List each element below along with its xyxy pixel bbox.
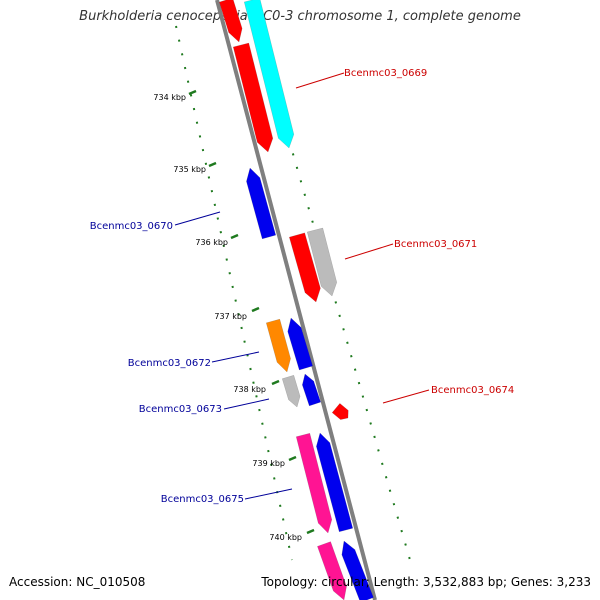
gene-label[interactable]: Bcenmc03_0671 — [394, 239, 477, 250]
gene-red-0671[interactable] — [288, 232, 321, 303]
gene-label[interactable]: Bcenmc03_0673 — [139, 404, 222, 415]
gene-pink-0675[interactable] — [295, 432, 333, 534]
gene-label-leader — [244, 488, 293, 500]
scale-tick-label: 740 kbp — [269, 533, 302, 542]
scale-tick-label: 735 kbp — [173, 165, 206, 174]
gene-red-a[interactable] — [219, 0, 243, 43]
gene-pink-b[interactable] — [317, 541, 347, 600]
scale-tick-label: 737 kbp — [214, 312, 247, 321]
accession-text: Accession: NC_010508 — [9, 575, 146, 589]
gene-blue-b[interactable] — [341, 540, 374, 600]
gene-red-b[interactable] — [232, 42, 274, 153]
gene-orange-0672[interactable] — [265, 318, 291, 373]
gene-blue-0673[interactable] — [302, 373, 322, 407]
gene-gray-0671[interactable] — [306, 227, 338, 297]
gene-label-leader — [344, 243, 394, 260]
scale-tick — [208, 161, 217, 168]
gene-label-leader — [382, 389, 430, 404]
gene-label-leader — [223, 398, 270, 410]
scale-tick — [271, 379, 280, 386]
gene-label-leader — [174, 211, 221, 226]
gene-label[interactable]: Bcenmc03_0675 — [161, 494, 244, 505]
topology-text: Topology: circular; Length: 3,532,883 bp… — [261, 575, 591, 589]
map-title: Burkholderia cenocepacia MC0-3 chromosom… — [79, 9, 521, 24]
gene-label[interactable]: Bcenmc03_0669 — [344, 68, 427, 79]
gene-blue-0670[interactable] — [246, 167, 277, 240]
gene-label[interactable]: Bcenmc03_0672 — [128, 358, 211, 369]
scale-tick — [288, 455, 297, 462]
gene-gray-0673[interactable] — [281, 374, 301, 408]
gene-label[interactable]: Bcenmc03_0670 — [90, 221, 173, 232]
gene-label[interactable]: Bcenmc03_0674 — [431, 385, 514, 396]
chromosome-backbone — [215, 0, 377, 600]
gene-red-0674[interactable] — [331, 403, 349, 420]
gene-cyan-a[interactable] — [243, 0, 295, 149]
scale-tick — [306, 528, 315, 535]
scale-tick-label: 739 kbp — [252, 459, 285, 468]
gene-label-leader — [295, 72, 345, 89]
gene-label-leader — [211, 351, 260, 363]
scale-dots-right — [288, 139, 411, 561]
scale-tick-label: 738 kbp — [233, 385, 266, 394]
gene-blue-0675[interactable] — [316, 432, 354, 533]
gene-blue-0672[interactable] — [287, 317, 314, 371]
scale-tick-label: 736 kbp — [195, 238, 228, 247]
scale-tick — [188, 89, 197, 96]
scale-tick — [230, 233, 239, 240]
scale-tick-label: 734 kbp — [153, 93, 186, 102]
scale-tick — [251, 306, 260, 313]
